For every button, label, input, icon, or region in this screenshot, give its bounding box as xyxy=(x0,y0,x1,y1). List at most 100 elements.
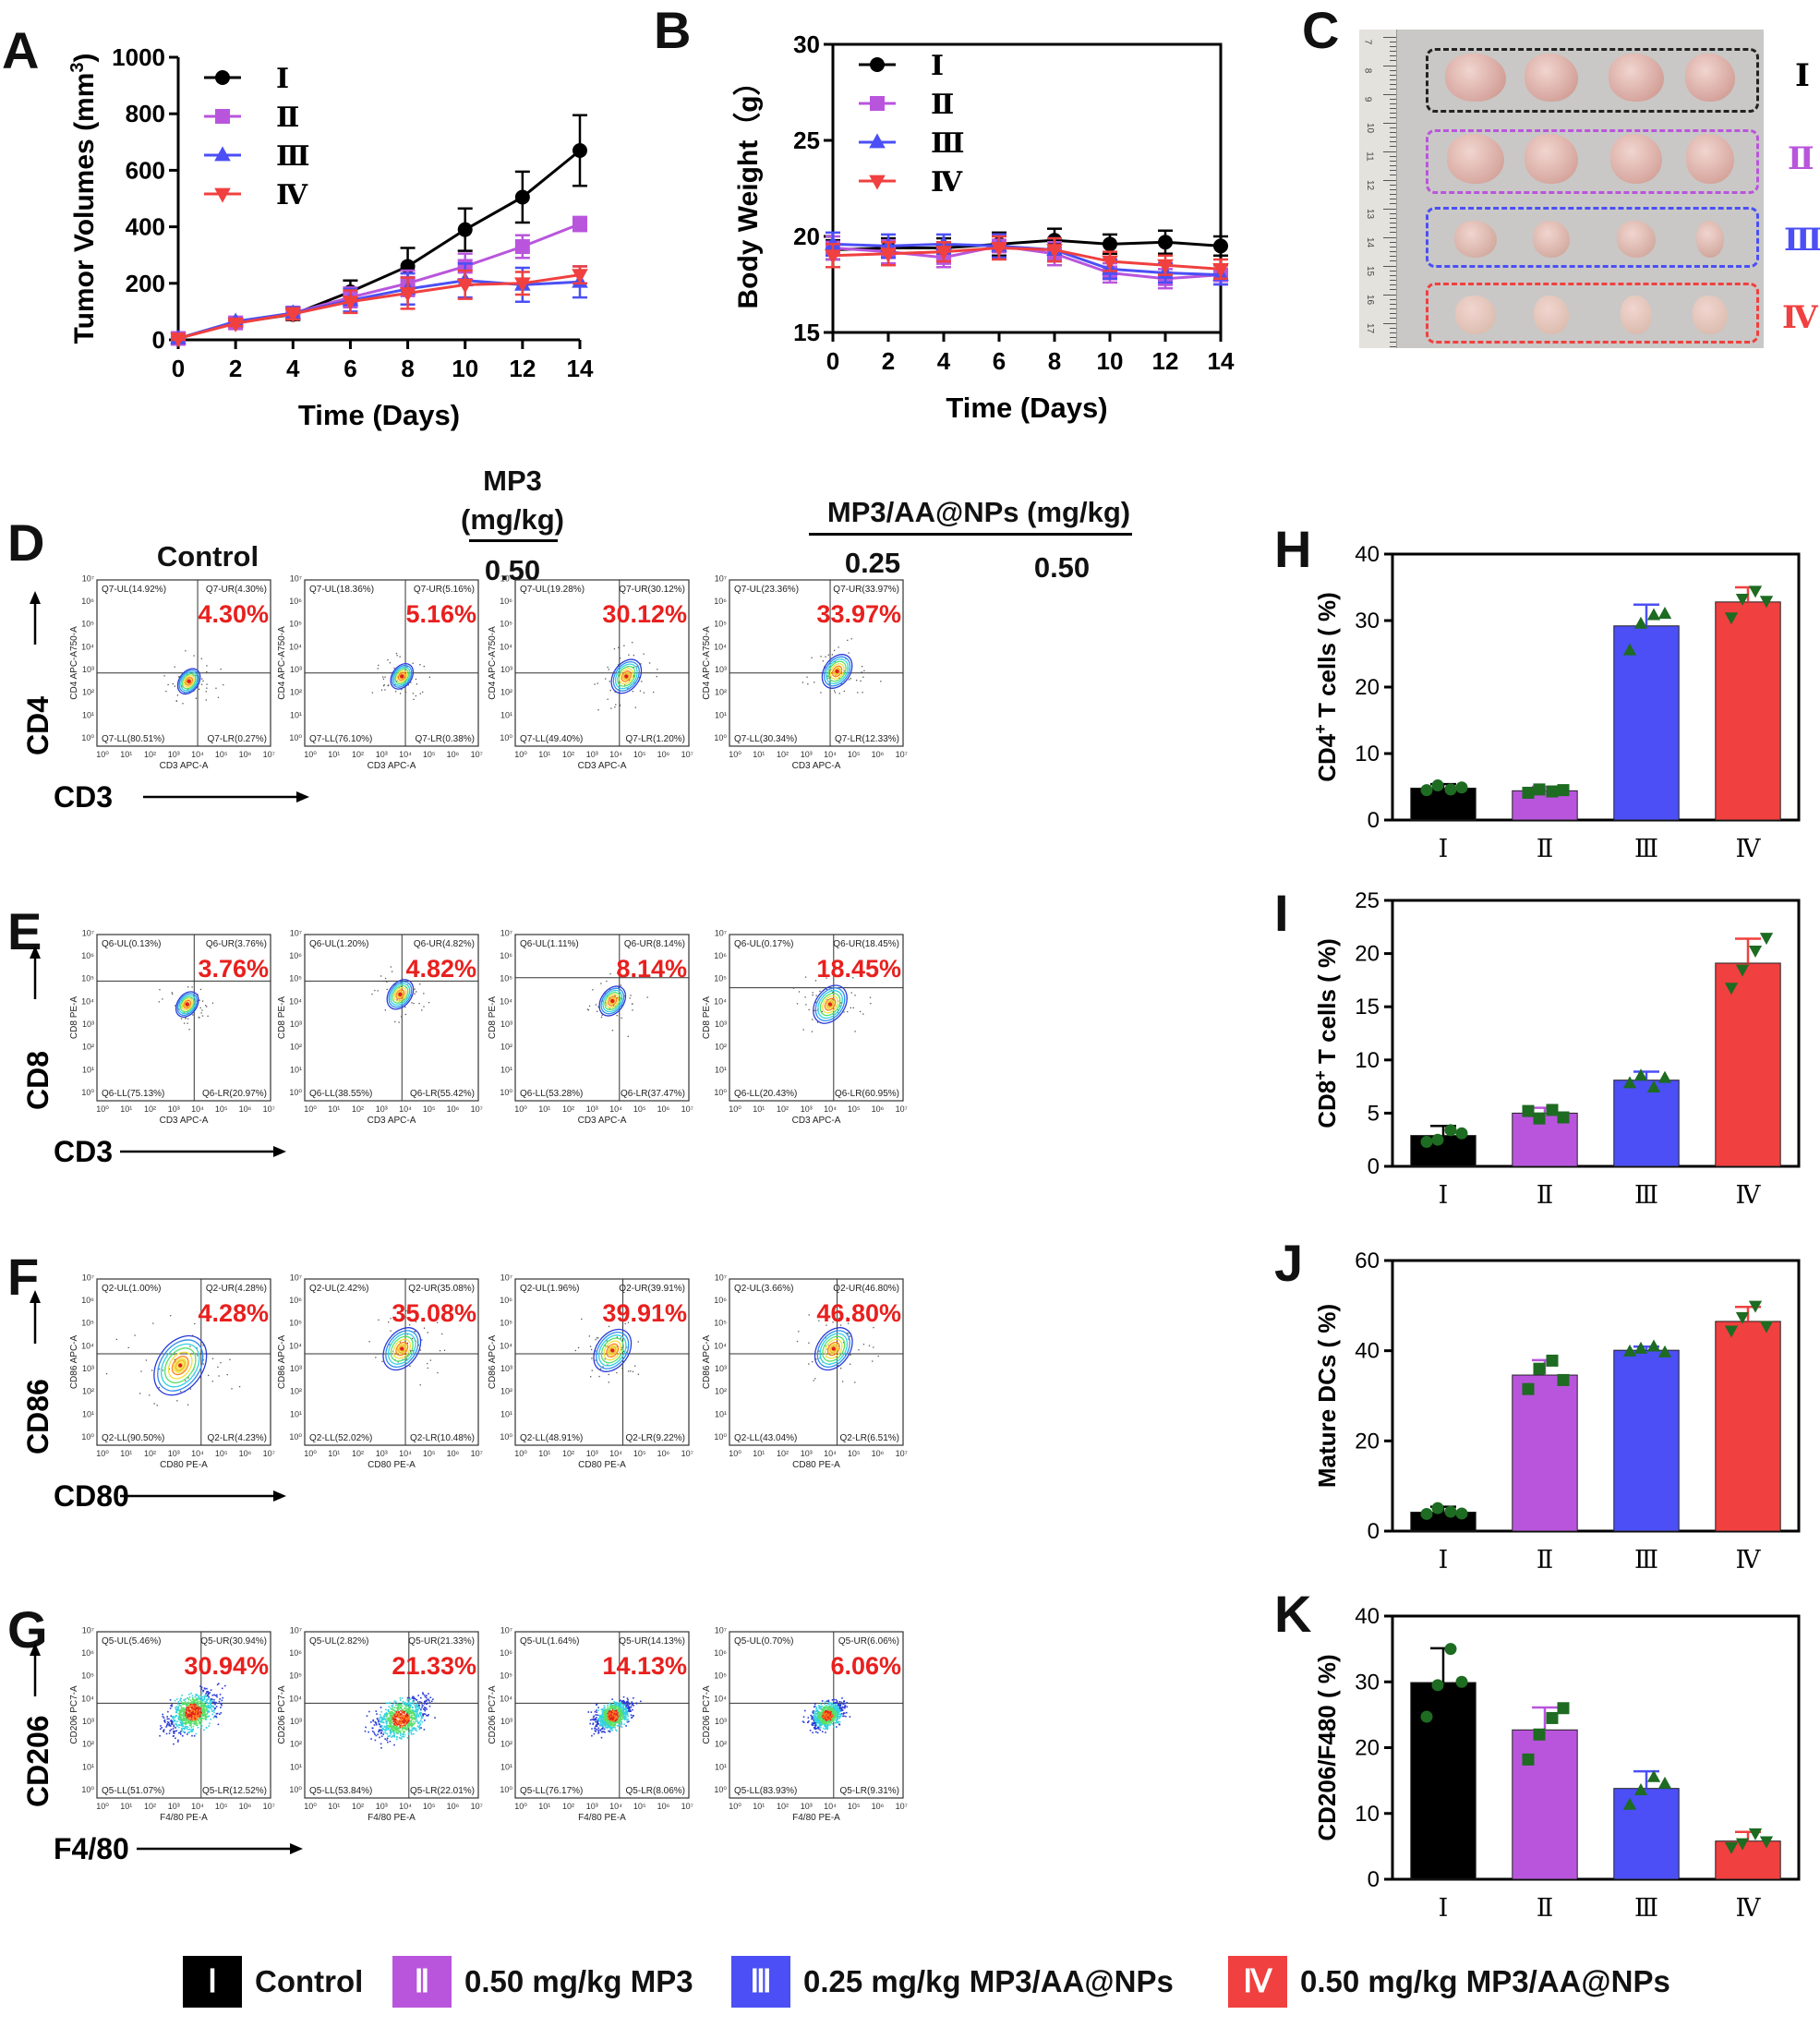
ruler-tick xyxy=(1390,132,1396,133)
event-dot xyxy=(192,1713,195,1716)
event-dot xyxy=(612,1712,614,1714)
event-dot xyxy=(175,1711,177,1713)
event-dot xyxy=(826,1707,829,1709)
event-dot xyxy=(185,1722,187,1724)
event-dot xyxy=(210,1704,212,1706)
event-dot xyxy=(615,1706,618,1708)
event-dot xyxy=(599,1716,602,1718)
event-dot xyxy=(410,1721,413,1724)
event-dot xyxy=(609,1702,611,1705)
event-dot xyxy=(404,1703,406,1706)
data-point xyxy=(399,287,416,303)
event-dot xyxy=(416,1715,418,1717)
event-dot xyxy=(392,1708,394,1711)
event-dot xyxy=(181,1703,184,1705)
event-dot xyxy=(382,1715,385,1718)
contour-ring xyxy=(390,1335,414,1362)
event-dot xyxy=(178,1719,180,1721)
event-dot xyxy=(406,1342,408,1345)
event-dot xyxy=(591,1357,593,1359)
event-dot xyxy=(840,1701,843,1704)
event-dot xyxy=(825,1725,827,1728)
event-dot xyxy=(815,1731,817,1733)
y-tick-label: 10³ xyxy=(82,665,94,674)
event-dot xyxy=(408,1718,411,1720)
contour-ring xyxy=(612,660,640,692)
event-dot xyxy=(176,1725,178,1727)
x-tick-label: 10¹ xyxy=(753,1104,765,1114)
y-tick-label: 10² xyxy=(290,1387,302,1396)
y-tick-label: 10³ xyxy=(290,1364,302,1373)
event-dot xyxy=(173,1734,175,1737)
event-dot xyxy=(404,1724,405,1726)
event-dot xyxy=(393,1715,396,1718)
event-dot xyxy=(611,1727,613,1729)
event-dot xyxy=(185,1708,187,1711)
event-dot xyxy=(602,1709,604,1711)
event-dot xyxy=(408,1708,410,1711)
x-tick-label: 10⁵ xyxy=(633,1802,646,1811)
event-dot xyxy=(391,1725,392,1727)
event-dot xyxy=(386,988,388,991)
contour-ring xyxy=(614,663,638,690)
event-dot xyxy=(185,1017,187,1019)
event-dot xyxy=(192,1709,195,1711)
event-dot xyxy=(843,1715,845,1718)
event-dot xyxy=(180,1700,182,1703)
event-dot xyxy=(817,1721,819,1724)
event-dot xyxy=(414,1722,416,1724)
event-dot xyxy=(391,1736,392,1738)
event-dot xyxy=(201,1705,204,1707)
legend-label: Ⅰ xyxy=(931,51,944,81)
event-dot xyxy=(409,1709,412,1712)
contour-ring xyxy=(396,670,408,683)
x-tick-label: 10⁰ xyxy=(96,1449,109,1458)
contour-ring xyxy=(171,1356,189,1376)
event-dot xyxy=(191,1704,193,1706)
x-tick-label: 10² xyxy=(777,1104,789,1114)
event-dot xyxy=(177,1008,180,1010)
event-dot xyxy=(199,1720,202,1722)
event-dot xyxy=(191,1730,194,1732)
event-dot xyxy=(589,1722,591,1725)
data-point xyxy=(825,249,841,265)
y-tick-label: 30 xyxy=(793,30,820,58)
event-dot xyxy=(838,693,840,694)
event-dot xyxy=(398,1731,401,1733)
x-tick-label: 10⁷ xyxy=(681,1104,693,1114)
quadrant-ul: Q6-UL(1.11%) xyxy=(520,939,579,949)
event-dot xyxy=(390,966,392,968)
event-dot xyxy=(621,1707,624,1709)
contour-ring xyxy=(593,1328,633,1372)
event-dot xyxy=(590,1711,593,1713)
event-dot xyxy=(163,1719,166,1721)
event-dot xyxy=(401,688,403,691)
event-dot xyxy=(606,1709,609,1711)
event-dot xyxy=(412,1703,415,1705)
contour-peak xyxy=(831,1346,836,1351)
event-dot xyxy=(398,1708,401,1710)
event-dot xyxy=(404,1710,406,1713)
event-dot xyxy=(187,1731,189,1733)
event-dot xyxy=(593,1719,595,1720)
event-dot xyxy=(385,1711,388,1714)
event-dot xyxy=(194,1709,197,1711)
event-dot xyxy=(180,1713,182,1716)
data-point xyxy=(573,142,587,158)
event-dot xyxy=(197,1718,199,1720)
event-dot xyxy=(187,1701,190,1704)
event-dot xyxy=(631,1701,633,1703)
event-dot xyxy=(183,1711,186,1714)
contour-ring xyxy=(610,658,643,694)
event-dot xyxy=(614,691,616,693)
series-4: Ⅳ xyxy=(825,167,1229,281)
event-dot xyxy=(380,1707,382,1708)
event-dot xyxy=(837,1720,839,1723)
event-dot xyxy=(202,1363,204,1365)
event-dot xyxy=(187,1720,189,1723)
event-dot xyxy=(192,1710,194,1713)
event-dot xyxy=(400,1708,403,1710)
event-dot xyxy=(405,1710,407,1712)
legend-marker xyxy=(870,96,885,111)
ruler-number: 16 xyxy=(1365,294,1376,306)
